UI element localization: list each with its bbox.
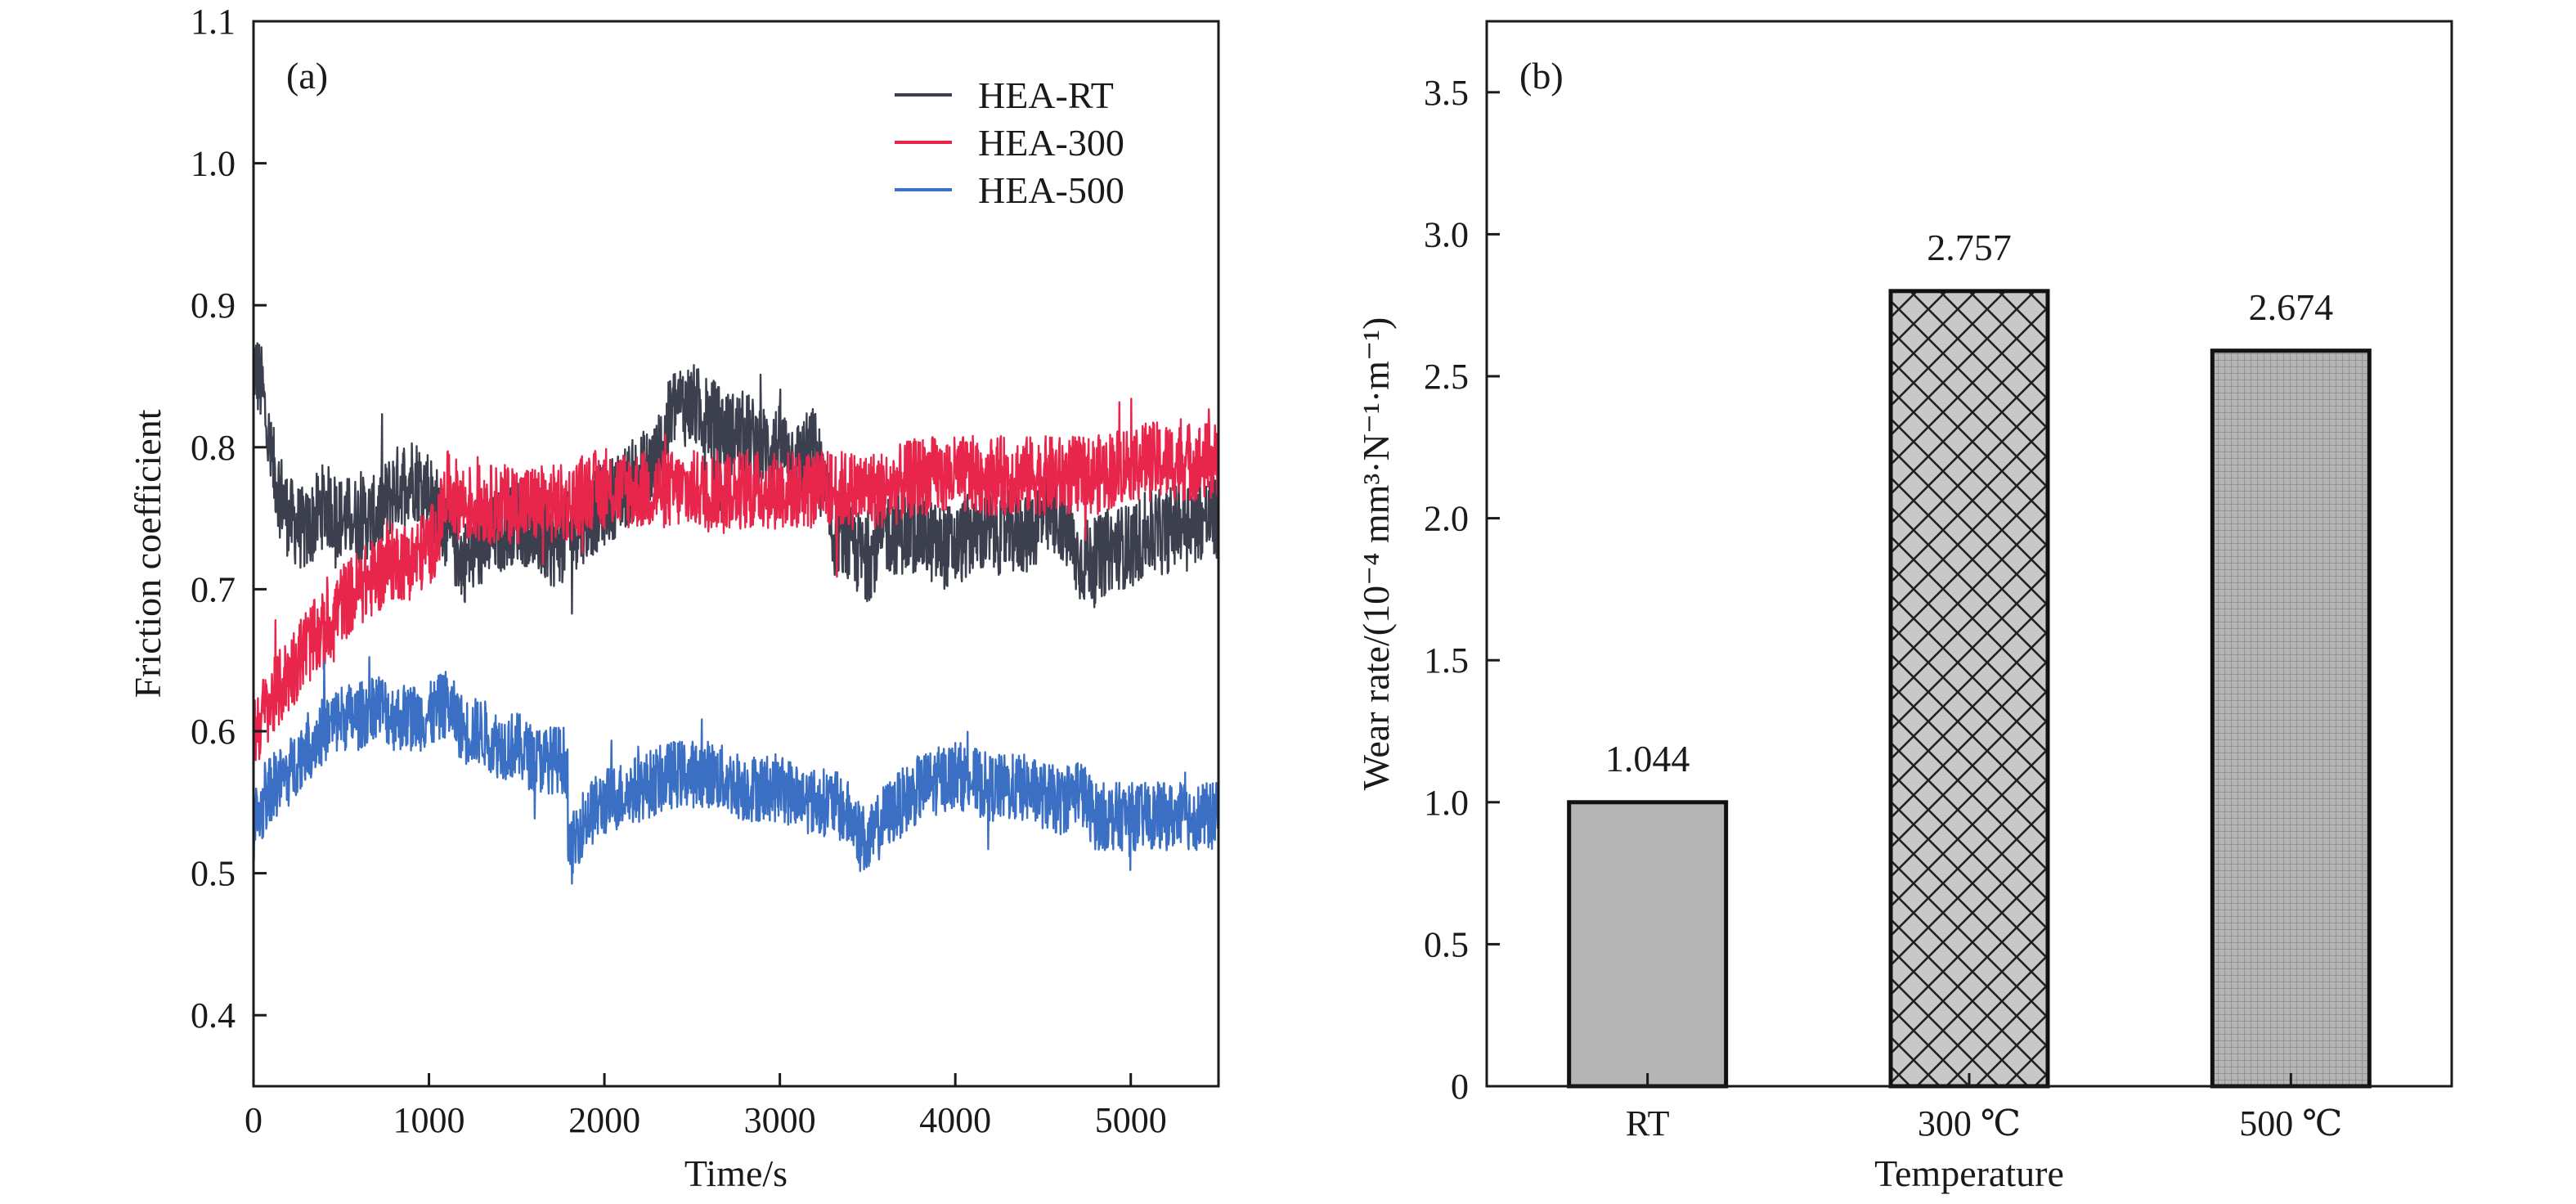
- b-y-tick-label: 0: [1451, 1067, 1469, 1107]
- b-y-tick-label: 3.5: [1424, 73, 1469, 113]
- legend: HEA-RT HEA-300 HEA-500: [895, 74, 1124, 211]
- b-y-tick-label: 0.5: [1424, 924, 1469, 964]
- b-y-tick-label: 1.5: [1424, 640, 1469, 681]
- wear-rate-chart: 1.044 2.757 2.674 0 0.5 1.0 1.5 2.0 2.5 3.0 3.5 RT…: [1355, 20, 2453, 1194]
- bar-2: [1888, 289, 2050, 1089]
- a-x-tick-label: 0: [245, 1100, 263, 1140]
- bar-value-label: 1.044: [1605, 738, 1690, 779]
- panel-b-label: (b): [1519, 55, 1564, 97]
- friction-coefficient-chart: 0 1000 2000 3000 4000 5000 0.4 0.5 0.6 0.7 0.8 0.9 1…: [127, 2, 1220, 1194]
- a-y-tick-label: 0.5: [191, 854, 236, 894]
- b-y-tick-label: 2.0: [1424, 499, 1469, 539]
- a-x-axis-label: Time/s: [684, 1152, 788, 1194]
- legend-label: HEA-500: [978, 169, 1124, 211]
- series-line-hea-rt: [254, 342, 1218, 615]
- a-x-tick-label: 4000: [919, 1100, 991, 1140]
- b-y-tick-label: 2.5: [1424, 357, 1469, 397]
- bar-1: [1567, 800, 1729, 1089]
- category-label: 300 ℃: [1918, 1103, 2021, 1143]
- legend-label: HEA-RT: [978, 74, 1114, 116]
- a-y-axis-label: Friction coefficient: [127, 409, 168, 698]
- series-line-hea-500: [254, 656, 1218, 885]
- b-y-tick-label: 3.0: [1424, 214, 1469, 254]
- a-x-tick-label: 2000: [568, 1100, 640, 1140]
- a-y-tick-label: 0.7: [191, 569, 236, 609]
- a-x-tick-label: 3000: [744, 1100, 816, 1140]
- bar-value-label: 2.757: [1927, 227, 2012, 268]
- legend-label: HEA-300: [978, 122, 1124, 164]
- category-label: RT: [1626, 1103, 1670, 1143]
- category-label: 500 ℃: [2239, 1103, 2342, 1143]
- a-y-tick-label: 0.6: [191, 712, 236, 752]
- bar-value-label: 2.674: [2249, 286, 2334, 328]
- bar-3: [2210, 348, 2372, 1089]
- a-y-tick-label: 1.1: [191, 2, 236, 42]
- a-y-tick-label: 0.8: [191, 428, 236, 468]
- a-x-tick-label: 5000: [1095, 1100, 1167, 1140]
- a-y-tick-label: 0.4: [191, 995, 236, 1036]
- panel-a-label: (a): [286, 55, 328, 97]
- a-y-tick-label: 1.0: [191, 144, 236, 184]
- b-y-tick-label: 1.0: [1424, 783, 1469, 823]
- a-x-tick-label: 1000: [393, 1100, 465, 1140]
- b-x-axis-label: Temperature: [1874, 1152, 2064, 1194]
- a-y-tick-label: 0.9: [191, 285, 236, 326]
- b-y-axis-label: Wear rate/(10⁻⁴ mm³·N⁻¹·m⁻¹): [1355, 317, 1397, 791]
- series-line-hea-300: [254, 398, 1218, 761]
